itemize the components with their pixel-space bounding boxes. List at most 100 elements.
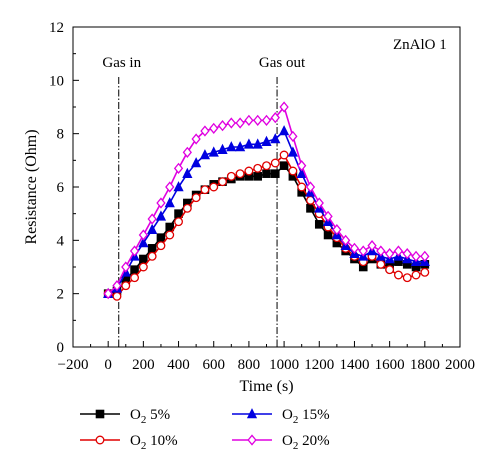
y-tick-label: 6 [57, 180, 65, 196]
data-point [261, 114, 272, 126]
data-point [208, 146, 219, 157]
data-point [130, 265, 139, 274]
data-point [253, 114, 263, 126]
plot-frame [72, 26, 461, 348]
data-point [296, 167, 307, 178]
x-tick-label: 2000 [445, 357, 475, 373]
data-point [174, 217, 183, 227]
data-point [173, 181, 184, 192]
x-tick-label: −200 [58, 357, 89, 373]
data-point [323, 230, 333, 240]
data-point [393, 270, 403, 280]
x-tick-label: 600 [202, 357, 225, 373]
data-point [288, 130, 298, 142]
data-point [95, 435, 105, 445]
legend: O2 5% O2 10% O2 15% O2 20% [80, 407, 330, 452]
data-point [103, 288, 113, 300]
legend-item: O2 5% [80, 407, 170, 426]
data-point [411, 250, 421, 262]
data-point [147, 223, 158, 234]
data-point [278, 125, 290, 136]
legend-item: O2 15% [232, 407, 330, 426]
x-tick-label: 1800 [410, 357, 440, 373]
data-point [402, 273, 412, 283]
data-point [244, 114, 254, 126]
data-point [297, 160, 307, 172]
data-point [246, 408, 258, 419]
data-point [191, 193, 201, 203]
gas-lines [118, 77, 278, 347]
data-point [182, 146, 192, 158]
data-point [420, 250, 430, 262]
data-point [191, 133, 201, 145]
data-point [182, 167, 193, 178]
data-point [279, 101, 289, 113]
series-line [107, 164, 426, 295]
data-point [393, 245, 404, 257]
x-axis-title: Time (s) [239, 378, 293, 395]
data-point [200, 185, 210, 195]
data-point [252, 138, 263, 149]
data-point [95, 409, 105, 419]
data-point [323, 210, 333, 222]
data-point [235, 169, 245, 179]
data-point [367, 240, 377, 252]
data-point [129, 245, 140, 257]
data-point [376, 245, 386, 257]
data-point [297, 182, 307, 192]
data-point [332, 224, 342, 236]
data-point [349, 242, 360, 254]
x-tick-label: 0 [104, 357, 112, 373]
data-point [209, 122, 219, 134]
data-point [385, 265, 395, 275]
data-point [376, 259, 386, 269]
data-point [173, 162, 184, 174]
x-tick-label: 200 [132, 357, 155, 373]
data-point [226, 117, 236, 129]
y-tick-label: 8 [57, 127, 65, 143]
data-point [218, 177, 227, 187]
data-point [420, 267, 430, 277]
x-tick-label: 1200 [304, 357, 334, 373]
data-point [270, 169, 280, 178]
y-tick-label: 12 [49, 20, 64, 36]
series-layer [103, 101, 430, 301]
data-point [314, 220, 324, 229]
y-axis-title: Resistance (Ohm) [23, 129, 40, 244]
data-point [341, 234, 351, 246]
data-point [305, 181, 316, 193]
data-point [270, 112, 280, 124]
data-point [279, 161, 289, 170]
data-point [243, 138, 255, 149]
data-point [288, 166, 298, 176]
data-point [121, 261, 131, 273]
data-point [226, 141, 237, 152]
data-point [314, 197, 324, 209]
sample-label: ZnAlO 1 [393, 37, 447, 53]
data-point [262, 169, 271, 178]
data-point [226, 171, 236, 181]
data-point [253, 163, 263, 173]
data-point [261, 135, 272, 146]
x-tick-label: 1400 [339, 357, 369, 373]
data-point [191, 157, 202, 168]
data-point [130, 273, 140, 283]
y-tick-label: 10 [49, 73, 64, 89]
legend-item: O2 10% [80, 433, 178, 452]
data-point [217, 143, 228, 154]
y-tick-label: 4 [57, 233, 65, 249]
data-point [138, 229, 149, 241]
data-point [411, 270, 421, 280]
data-point [147, 251, 157, 261]
x-tick-label: 1600 [375, 357, 405, 373]
data-point [279, 150, 289, 160]
data-point [138, 237, 149, 248]
x-tick-label: 1000 [269, 357, 299, 373]
data-point [156, 197, 166, 209]
data-point [182, 203, 192, 213]
data-point [253, 172, 263, 181]
y-tick-label: 2 [57, 287, 65, 303]
legend-item: O2 20% [232, 433, 330, 452]
data-point [247, 434, 257, 446]
